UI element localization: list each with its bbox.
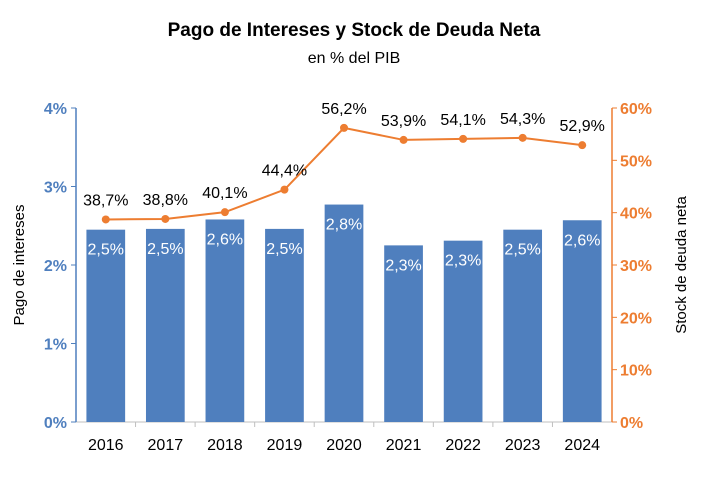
x-tick-label: 2020 [326, 437, 362, 454]
y-right-tick-label: 40% [620, 206, 652, 223]
line-value-label: 53,9% [381, 113, 426, 130]
bar-value-label: 2,8% [326, 217, 362, 234]
x-tick-label: 2022 [445, 437, 481, 454]
x-tick-label: 2023 [505, 437, 541, 454]
bars-layer [86, 204, 602, 422]
x-tick-label: 2017 [148, 437, 184, 454]
line-value-label: 52,9% [560, 118, 605, 135]
line-point [459, 134, 468, 143]
y-left-tick-label: 4% [44, 101, 67, 118]
bar [503, 229, 543, 422]
bar-value-label: 2,5% [504, 242, 540, 259]
y-right-tick-label: 60% [620, 101, 652, 118]
y-right-tick-label: 50% [620, 153, 652, 170]
bar [205, 219, 245, 422]
bar-value-label: 2,5% [266, 241, 302, 258]
y-right-tick-label: 10% [620, 363, 652, 380]
y-left-tick-label: 2% [44, 258, 67, 275]
x-tick-label: 2016 [88, 437, 124, 454]
line-value-label: 44,4% [262, 163, 307, 180]
chart-subtitle: en % del PIB [308, 50, 401, 67]
y-axis-right-title: Stock de deuda neta [673, 196, 690, 334]
bar-value-label: 2,6% [564, 232, 600, 249]
x-tick-label: 2021 [386, 437, 422, 454]
bar-value-label: 2,5% [147, 241, 183, 258]
y-left-tick-label: 0% [44, 415, 67, 432]
line-point [399, 135, 408, 144]
line-layer [101, 123, 587, 224]
bar [86, 229, 126, 422]
x-tick-label: 2024 [564, 437, 600, 454]
y-left-tick-label: 3% [44, 180, 67, 197]
line-point [220, 208, 229, 217]
line-point [280, 185, 289, 194]
y-axis-left-title: Pago de intereses [11, 205, 28, 326]
line-value-label: 54,1% [440, 112, 485, 129]
y-right-tick-label: 20% [620, 310, 652, 327]
bar-value-label: 2,5% [88, 242, 124, 259]
y-right-tick-label: 30% [620, 258, 652, 275]
line-value-label: 54,3% [500, 111, 545, 128]
bar [443, 240, 483, 422]
line-value-label: 38,8% [143, 192, 188, 209]
y-right-tick-label: 0% [620, 415, 643, 432]
chart-title: Pago de Intereses y Stock de Deuda Neta [168, 20, 541, 41]
axes-layer: 0% 1% 2% 3% 4% 0% 10% 20% 30% 40% 50% 60% 2016 2017 20… [44, 101, 652, 454]
bar-value-label: 2,3% [445, 253, 481, 270]
line-value-label: 40,1% [202, 185, 247, 202]
line-point [340, 123, 348, 132]
bar [384, 245, 423, 422]
line-point [578, 141, 587, 150]
labels-layer: 2,5% 2,5% 2,6% 2,5% 2,8% 2,3% 2,3% 2,5% 2,6% 38,7… [83, 101, 605, 274]
line-point [101, 215, 110, 224]
bar-value-label: 2,6% [207, 231, 243, 248]
bar-value-label: 2,3% [385, 257, 421, 274]
line-point [518, 133, 527, 142]
line-point [161, 214, 170, 223]
bar [265, 228, 304, 422]
bar [145, 228, 185, 422]
x-tick-label: 2019 [267, 437, 303, 454]
line-value-label: 56,2% [321, 101, 366, 118]
bar [324, 204, 364, 422]
x-tick-label: 2018 [207, 437, 243, 454]
y-left-tick-label: 1% [44, 337, 67, 354]
line-value-label: 38,7% [83, 192, 128, 209]
bar [562, 220, 602, 422]
